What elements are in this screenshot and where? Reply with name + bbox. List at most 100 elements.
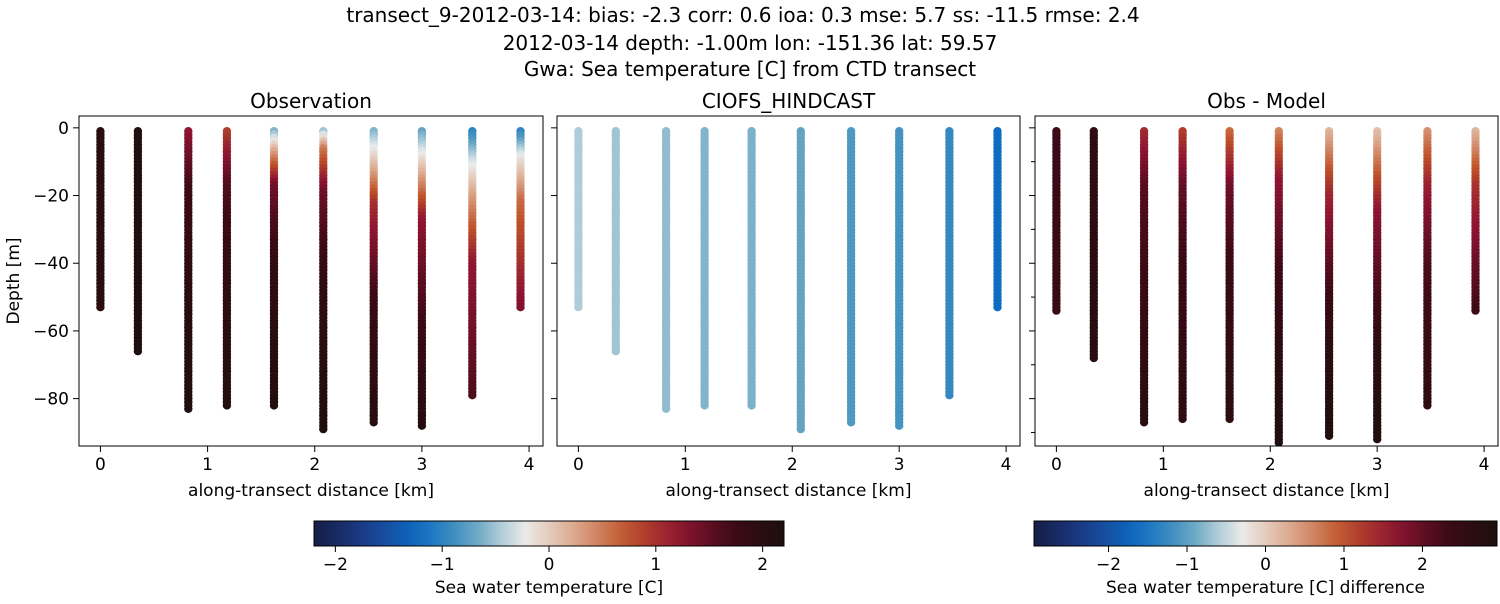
profile-5 <box>269 127 279 410</box>
x-tick-label: 0 <box>95 455 106 475</box>
profiles <box>1052 127 1480 446</box>
profiles <box>574 127 1002 434</box>
profile-1 <box>96 127 105 312</box>
data-point <box>945 391 954 400</box>
x-tick-label: 3 <box>894 455 905 475</box>
profile-3 <box>661 127 671 413</box>
profiles <box>96 127 525 434</box>
profile-1 <box>574 127 583 312</box>
x-axis-label: along-transect distance [km] <box>188 481 434 501</box>
x-tick-label: 3 <box>416 455 427 475</box>
x-tick-label: 0 <box>573 455 584 475</box>
data-point <box>796 424 805 434</box>
data-point <box>1471 306 1480 315</box>
data-point <box>1225 414 1234 424</box>
data-point <box>1373 435 1382 444</box>
y-tick-label: −20 <box>33 187 69 207</box>
colorbar-tick-label: −1 <box>430 555 455 575</box>
colorbar-tick-label: 1 <box>650 555 661 575</box>
data-point <box>222 401 232 410</box>
colorbar-tick-label: −1 <box>1174 555 1199 575</box>
profile-7 <box>846 127 856 427</box>
profile-4 <box>700 127 709 410</box>
colorbar-tick-label: 1 <box>1339 555 1350 575</box>
profile-9 <box>1423 127 1432 410</box>
profile-7 <box>1324 127 1334 440</box>
data-point <box>895 421 904 430</box>
data-point <box>846 418 856 427</box>
y-tick-label: −60 <box>33 322 69 342</box>
axes-frame <box>1034 115 1499 447</box>
profile-6 <box>796 127 805 434</box>
colorbar-label: Sea water temperature [C] difference <box>1106 578 1425 598</box>
y-axis-label: Depth [m] <box>4 237 24 324</box>
data-point <box>319 424 328 434</box>
colorbar-tick-label: −2 <box>1096 555 1121 575</box>
profile-4 <box>1178 127 1187 424</box>
data-point <box>1274 438 1283 446</box>
profile-3 <box>1139 127 1149 427</box>
figure-title-line-2: 2012-03-14 depth: -1.00m lon: -151.36 la… <box>503 31 998 55</box>
y-tick-label: 0 <box>58 119 69 139</box>
data-point <box>184 404 193 413</box>
profile-3 <box>184 127 193 413</box>
x-axis-label: along-transect distance [km] <box>1144 481 1390 501</box>
panel-title: CIOFS_HINDCAST <box>702 89 876 113</box>
colorbar-tick-label: 0 <box>1260 555 1271 575</box>
panel-title: Observation <box>250 89 372 113</box>
profile-1 <box>1052 127 1061 315</box>
data-point <box>1052 306 1061 315</box>
panel-2: CIOFS_HINDCAST 0 1 2 3 4 along-transect distan… <box>551 89 1021 501</box>
profile-10 <box>1471 127 1480 315</box>
figure-title-line-1: transect_9-2012-03-14: bias: -2.3 corr: … <box>346 3 1139 27</box>
profile-9 <box>468 127 477 400</box>
data-point <box>133 347 143 356</box>
profile-5 <box>747 127 756 410</box>
profile-5 <box>1225 127 1234 424</box>
x-tick-label: 3 <box>1372 455 1383 475</box>
profile-8 <box>417 127 427 430</box>
data-point <box>574 303 583 312</box>
x-tick-label: 4 <box>1001 455 1012 475</box>
x-tick-label: 2 <box>787 455 798 475</box>
panel-1: Observation 0 1 2 3 4 along-transect distance … <box>4 89 544 501</box>
data-point <box>1139 418 1149 427</box>
profile-2 <box>133 127 143 356</box>
colorbar-tick-label: 2 <box>757 555 768 575</box>
colorbar-temp: −2 −1 0 1 2 Sea water temperature [C] <box>313 520 785 598</box>
data-point <box>369 418 378 427</box>
data-point <box>1324 431 1334 440</box>
y-tick-label: −40 <box>33 254 69 274</box>
data-point <box>700 401 709 410</box>
y-tick-label: −80 <box>33 390 69 410</box>
x-tick-label: 2 <box>1265 455 1276 475</box>
x-tick-label: 4 <box>524 455 535 475</box>
figure-title-line-3: Gwa: Sea temperature [C] from CTD transe… <box>524 57 976 81</box>
data-point <box>1423 401 1432 410</box>
profile-6 <box>319 127 328 434</box>
profile-4 <box>222 127 232 410</box>
colorbar-tick-label: 0 <box>544 555 555 575</box>
data-point <box>96 303 105 312</box>
profile-10 <box>516 127 525 312</box>
colorbar-diff: −2 −1 0 1 2 Sea water temperature [C] differe… <box>1033 520 1498 598</box>
data-point <box>661 404 671 413</box>
x-tick-label: 1 <box>680 455 691 475</box>
colorbar-label: Sea water temperature [C] <box>435 578 663 598</box>
data-point <box>1178 414 1187 424</box>
axes-frame <box>78 115 544 447</box>
panel-3: Obs - Model 0 1 2 3 4 along-transect distance … <box>1029 89 1499 501</box>
panel-title: Obs - Model <box>1207 89 1326 113</box>
x-tick-label: 2 <box>309 455 320 475</box>
x-tick-label: 0 <box>1051 455 1062 475</box>
x-tick-label: 1 <box>202 455 213 475</box>
data-point <box>611 347 620 356</box>
colorbar-gradient <box>1033 520 1498 547</box>
profile-2 <box>611 127 620 356</box>
colorbar-tick-label: −2 <box>323 555 348 575</box>
profile-8 <box>1373 127 1382 444</box>
data-point <box>269 401 279 410</box>
data-point <box>417 421 427 430</box>
